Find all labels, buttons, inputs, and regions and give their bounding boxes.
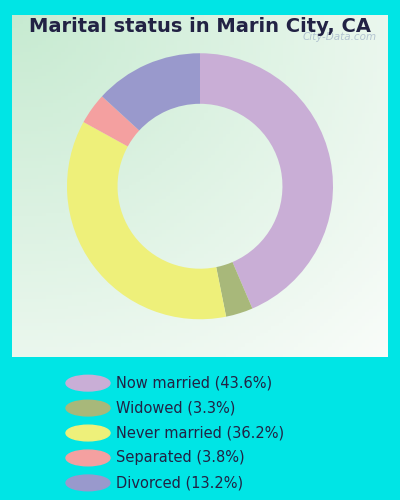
Circle shape xyxy=(66,475,110,490)
Text: Now married (43.6%): Now married (43.6%) xyxy=(116,376,272,390)
Text: Widowed (3.3%): Widowed (3.3%) xyxy=(116,400,235,415)
Text: Separated (3.8%): Separated (3.8%) xyxy=(116,450,245,466)
Circle shape xyxy=(66,400,110,416)
Text: Marital status in Marin City, CA: Marital status in Marin City, CA xyxy=(29,18,371,36)
Wedge shape xyxy=(216,262,252,316)
Text: Never married (36.2%): Never married (36.2%) xyxy=(116,426,284,440)
Circle shape xyxy=(66,450,110,466)
Wedge shape xyxy=(67,122,226,319)
Wedge shape xyxy=(200,53,333,308)
Wedge shape xyxy=(84,96,139,146)
Text: Divorced (13.2%): Divorced (13.2%) xyxy=(116,476,243,490)
Text: City-Data.com: City-Data.com xyxy=(302,32,377,42)
Circle shape xyxy=(66,425,110,441)
Wedge shape xyxy=(102,53,200,130)
Circle shape xyxy=(66,376,110,391)
